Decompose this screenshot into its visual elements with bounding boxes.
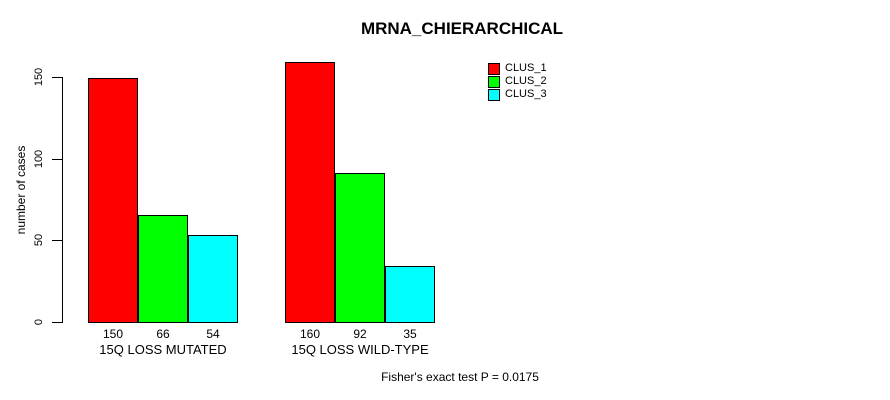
chart-title: MRNA_CHIERARCHICAL: [360, 19, 564, 38]
bar-clus_3-group2: [385, 266, 435, 323]
y-axis-line: [62, 77, 63, 323]
legend-swatch-clus-3: [488, 88, 500, 101]
bar-value-label: 54: [206, 327, 220, 341]
bar-value-label: 160: [299, 327, 321, 341]
legend-label-clus-1: CLUS_1: [505, 62, 547, 74]
bar-value-label: 66: [156, 327, 170, 341]
y-axis-tick: [52, 159, 62, 160]
y-axis-label: number of cases: [14, 145, 28, 235]
bar-clus_1-group2: [285, 62, 335, 323]
fisher-test-note: Fisher's exact test P = 0.0175: [381, 370, 539, 384]
legend-item-clus-1: CLUS_1: [488, 62, 547, 75]
bar-value-label: 92: [353, 327, 367, 341]
legend-swatch-clus-1: [488, 62, 500, 75]
legend: CLUS_1 CLUS_2 CLUS_3: [488, 62, 547, 101]
y-axis-tick: [52, 77, 62, 78]
group-label: 15Q LOSS MUTATED: [99, 342, 227, 357]
bar-value-label: 150: [102, 327, 124, 341]
bar-value-label: 35: [403, 327, 417, 341]
y-axis-tick: [52, 322, 62, 323]
bar-clus_2-group2: [335, 173, 385, 323]
y-axis-tick-label: 150: [33, 67, 45, 87]
y-axis-tick: [52, 240, 62, 241]
legend-label-clus-3: CLUS_3: [505, 88, 547, 100]
bar-clus_2-group1: [138, 215, 188, 323]
bar-clus_3-group1: [188, 235, 238, 323]
y-axis-tick-label: 50: [33, 233, 45, 247]
legend-label-clus-2: CLUS_2: [505, 75, 547, 87]
group-label: 15Q LOSS WILD-TYPE: [291, 342, 429, 357]
y-axis-tick-label: 0: [33, 318, 45, 326]
y-axis-tick-label: 100: [33, 149, 45, 169]
legend-item-clus-3: CLUS_3: [488, 88, 547, 101]
legend-swatch-clus-2: [488, 75, 500, 88]
bar-clus_1-group1: [88, 78, 138, 323]
legend-item-clus-2: CLUS_2: [488, 75, 547, 88]
